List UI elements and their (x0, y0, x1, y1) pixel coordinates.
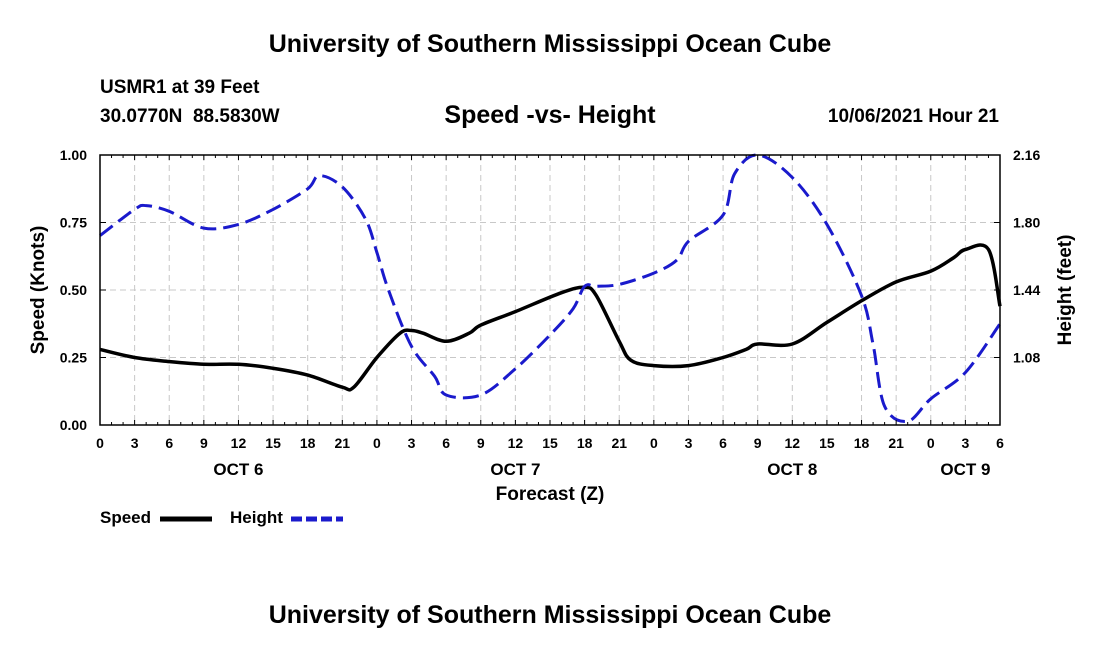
x-axis-title: Forecast (Z) (496, 484, 605, 505)
x-tick-label: 3 (131, 435, 139, 451)
x-tick-label: 21 (611, 435, 627, 451)
series-lines (99, 153, 1002, 424)
y-tick-label: 0.50 (60, 282, 87, 298)
x-tick-label: 6 (442, 435, 450, 451)
x-tick-label: 3 (685, 435, 693, 451)
y-tick-label: 1.00 (60, 147, 87, 163)
legend-height-label: Height (230, 508, 283, 527)
grid-lines (100, 155, 1000, 425)
legend-speed-label: Speed (100, 508, 151, 527)
y2-tick-label: 2.16 (1013, 147, 1040, 163)
y-tick-label: 0.00 (60, 417, 87, 433)
chart-title: Speed -vs- Height (444, 101, 656, 129)
y-axis-title: Speed (Knots) (28, 226, 49, 355)
axes: 0 3 6 9 12 15 18 21 0 3 6 9 12 15 18 21 0 3 6 9 12 15 18 21 0 3 6 0… (28, 147, 1076, 505)
y-tick-label: 0.25 (60, 350, 87, 366)
y-tick-label: 0.75 (60, 215, 87, 231)
day-label: OCT 6 (213, 460, 263, 479)
x-tick-label: 0 (650, 435, 658, 451)
x-tick-label: 3 (408, 435, 416, 451)
day-label: OCT 8 (767, 460, 817, 479)
bottom-title: University of Southern Mississippi Ocean… (268, 601, 832, 629)
y2-axis-title: Height (feet) (1055, 235, 1076, 346)
x-tick-label: 6 (996, 435, 1004, 451)
x-tick-label: 9 (754, 435, 762, 451)
x-tick-label: 21 (335, 435, 351, 451)
y2-tick-label: 1.44 (1013, 282, 1040, 298)
station-label: USMR1 at 39 Feet (100, 77, 260, 98)
x-tick-label: 9 (477, 435, 485, 451)
x-tick-label: 18 (854, 435, 870, 451)
x-tick-label: 0 (927, 435, 935, 451)
x-tick-label: 18 (300, 435, 316, 451)
top-title: University of Southern Mississippi Ocean… (268, 30, 832, 58)
x-tick-label: 0 (373, 435, 381, 451)
coordinates-label: 30.0770N 88.5830W (100, 106, 280, 127)
height-series-line (99, 153, 1002, 424)
speed-series-line (99, 243, 1002, 392)
x-tick-label: 12 (231, 435, 247, 451)
timestamp-label: 10/06/2021 Hour 21 (827, 106, 999, 127)
day-label: OCT 9 (940, 460, 990, 479)
x-tick-label: 6 (719, 435, 727, 451)
y2-tick-label: 1.80 (1013, 215, 1040, 231)
x-tick-label: 18 (577, 435, 593, 451)
x-tick-label: 6 (165, 435, 173, 451)
x-tick-label: 9 (200, 435, 208, 451)
x-tick-label: 12 (508, 435, 524, 451)
x-tick-label: 15 (542, 435, 558, 451)
x-tick-label: 15 (265, 435, 281, 451)
x-tick-label: 0 (96, 435, 104, 451)
day-label: OCT 7 (490, 460, 540, 479)
x-tick-label: 12 (785, 435, 801, 451)
y2-tick-label: 1.08 (1013, 350, 1040, 366)
x-tick-label: 15 (819, 435, 835, 451)
x-tick-label: 3 (961, 435, 969, 451)
x-tick-label: 21 (888, 435, 904, 451)
